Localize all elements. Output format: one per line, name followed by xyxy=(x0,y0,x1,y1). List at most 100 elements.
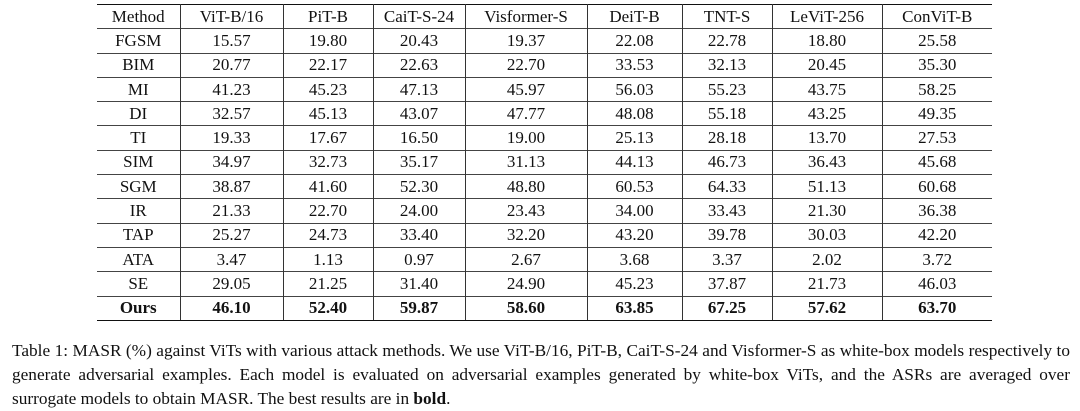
table-cell: 25.13 xyxy=(586,125,683,151)
table-cell: 27.53 xyxy=(881,125,992,151)
table-cell: 24.73 xyxy=(282,222,374,248)
table-cell: 34.00 xyxy=(586,198,683,224)
table-row: TI 19.33 17.67 16.50 19.00 25.13 28.18 13.70 27.… xyxy=(97,125,992,151)
row-label: IR xyxy=(97,198,181,224)
table-cell: 42.20 xyxy=(881,222,992,248)
table-cell: 1.13 xyxy=(282,246,374,272)
results-table: Method ViT-B/16 PiT-B CaiT-S-24 Visformer-S D… xyxy=(97,3,992,321)
table-cell: 20.43 xyxy=(372,28,466,54)
column-header: Method xyxy=(97,3,181,29)
table-cell: 41.60 xyxy=(282,174,374,199)
table-body: FGSM 15.57 19.80 20.43 19.37 22.08 22.78 18.80 2… xyxy=(97,28,992,321)
table-cell: 48.08 xyxy=(586,101,683,126)
table-cell: 31.40 xyxy=(372,271,466,297)
table-cell: 32.13 xyxy=(681,52,773,78)
column-header: TNT-S xyxy=(681,3,773,29)
table-cell: 64.33 xyxy=(681,174,773,199)
table-cell: 34.97 xyxy=(179,149,284,175)
table-cell: 52.30 xyxy=(372,174,466,199)
table-cell: 33.43 xyxy=(681,198,773,224)
table-row: SE 29.05 21.25 31.40 24.90 45.23 37.87 21.73 46.… xyxy=(97,271,992,297)
row-label: Ours xyxy=(97,295,181,321)
table-cell: 32.73 xyxy=(282,149,374,175)
row-label: SE xyxy=(97,271,181,297)
table-cell: 0.97 xyxy=(372,246,466,272)
table-cell: 43.07 xyxy=(372,101,466,126)
table-row: TAP 25.27 24.73 33.40 32.20 43.20 39.78 30.03 42… xyxy=(97,222,992,248)
table-cell: 52.40 xyxy=(282,295,374,321)
table-cell: 67.25 xyxy=(681,295,773,321)
table-cell: 22.78 xyxy=(681,28,773,54)
table-cell: 43.75 xyxy=(771,76,883,102)
row-label: SIM xyxy=(97,149,181,175)
table-cell: 56.03 xyxy=(586,76,683,102)
column-header: ViT-B/16 xyxy=(179,3,284,29)
column-header: ConViT-B xyxy=(881,3,992,29)
caption: Table 1: MASR (%) against ViTs with vari… xyxy=(12,339,1070,411)
table-cell: 47.13 xyxy=(372,76,466,102)
table-cell: 21.25 xyxy=(282,271,374,297)
table-cell: 22.08 xyxy=(586,28,683,54)
caption-end: . xyxy=(446,389,451,408)
table-cell: 2.67 xyxy=(464,246,588,272)
column-header: Visformer-S xyxy=(464,3,588,29)
column-header: PiT-B xyxy=(282,3,374,29)
table-cell: 21.30 xyxy=(771,198,883,224)
table-cell: 37.87 xyxy=(681,271,773,297)
caption-text: Table 1: MASR (%) against ViTs with vari… xyxy=(12,341,1070,408)
table-cell: 44.13 xyxy=(586,149,683,175)
table-cell: 35.17 xyxy=(372,149,466,175)
caption-bold: bold xyxy=(413,389,447,408)
table-cell: 17.67 xyxy=(282,125,374,151)
table-cell: 45.13 xyxy=(282,101,374,126)
table-cell: 60.68 xyxy=(881,174,992,199)
table-row: ATA 3.47 1.13 0.97 2.67 3.68 3.37 2.02 3.72 xyxy=(97,246,992,272)
table-row: FGSM 15.57 19.80 20.43 19.37 22.08 22.78 18.80 2… xyxy=(97,28,992,54)
table-cell: 45.68 xyxy=(881,149,992,175)
table-cell: 55.18 xyxy=(681,101,773,126)
table-row: Ours 46.10 52.40 59.87 58.60 63.85 67.25 57.62 6… xyxy=(97,295,992,321)
table-cell: 32.57 xyxy=(179,101,284,126)
table-row: MI 41.23 45.23 47.13 45.97 56.03 55.23 43.75 58.… xyxy=(97,76,992,102)
table-cell: 45.23 xyxy=(586,271,683,297)
table-cell: 19.00 xyxy=(464,125,588,151)
table-cell: 20.77 xyxy=(179,52,284,78)
table-cell: 24.90 xyxy=(464,271,588,297)
table-cell: 43.20 xyxy=(586,222,683,248)
table-cell: 63.85 xyxy=(586,295,683,321)
table-cell: 36.38 xyxy=(881,198,992,224)
column-header: DeiT-B xyxy=(586,3,683,29)
table-cell: 30.03 xyxy=(771,222,883,248)
table-cell: 46.10 xyxy=(179,295,284,321)
table-cell: 33.40 xyxy=(372,222,466,248)
table-cell: 13.70 xyxy=(771,125,883,151)
table-row: BIM 20.77 22.17 22.63 22.70 33.53 32.13 20.45 35… xyxy=(97,52,992,78)
table-cell: 16.50 xyxy=(372,125,466,151)
table-cell: 43.25 xyxy=(771,101,883,126)
table-cell: 63.70 xyxy=(881,295,992,321)
table-cell: 55.23 xyxy=(681,76,773,102)
table-cell: 46.03 xyxy=(881,271,992,297)
column-header: LeViT-256 xyxy=(771,3,883,29)
table-cell: 45.97 xyxy=(464,76,588,102)
table-cell: 59.87 xyxy=(372,295,466,321)
table-cell: 51.13 xyxy=(771,174,883,199)
header-row: Method ViT-B/16 PiT-B CaiT-S-24 Visformer-S D… xyxy=(97,3,992,29)
table-cell: 21.73 xyxy=(771,271,883,297)
table-cell: 24.00 xyxy=(372,198,466,224)
table-cell: 22.63 xyxy=(372,52,466,78)
table-row: SGM 38.87 41.60 52.30 48.80 60.53 64.33 51.13 60… xyxy=(97,174,992,199)
table-cell: 48.80 xyxy=(464,174,588,199)
row-label: SGM xyxy=(97,174,181,199)
table-cell: 15.57 xyxy=(179,28,284,54)
column-header: CaiT-S-24 xyxy=(372,3,466,29)
table-cell: 39.78 xyxy=(681,222,773,248)
table-head: Method ViT-B/16 PiT-B CaiT-S-24 Visformer-S D… xyxy=(97,3,992,29)
table-cell: 35.30 xyxy=(881,52,992,78)
table-cell: 23.43 xyxy=(464,198,588,224)
table-row: SIM 34.97 32.73 35.17 31.13 44.13 46.73 36.43 45… xyxy=(97,149,992,175)
table-cell: 46.73 xyxy=(681,149,773,175)
table-cell: 22.17 xyxy=(282,52,374,78)
table-cell: 58.25 xyxy=(881,76,992,102)
